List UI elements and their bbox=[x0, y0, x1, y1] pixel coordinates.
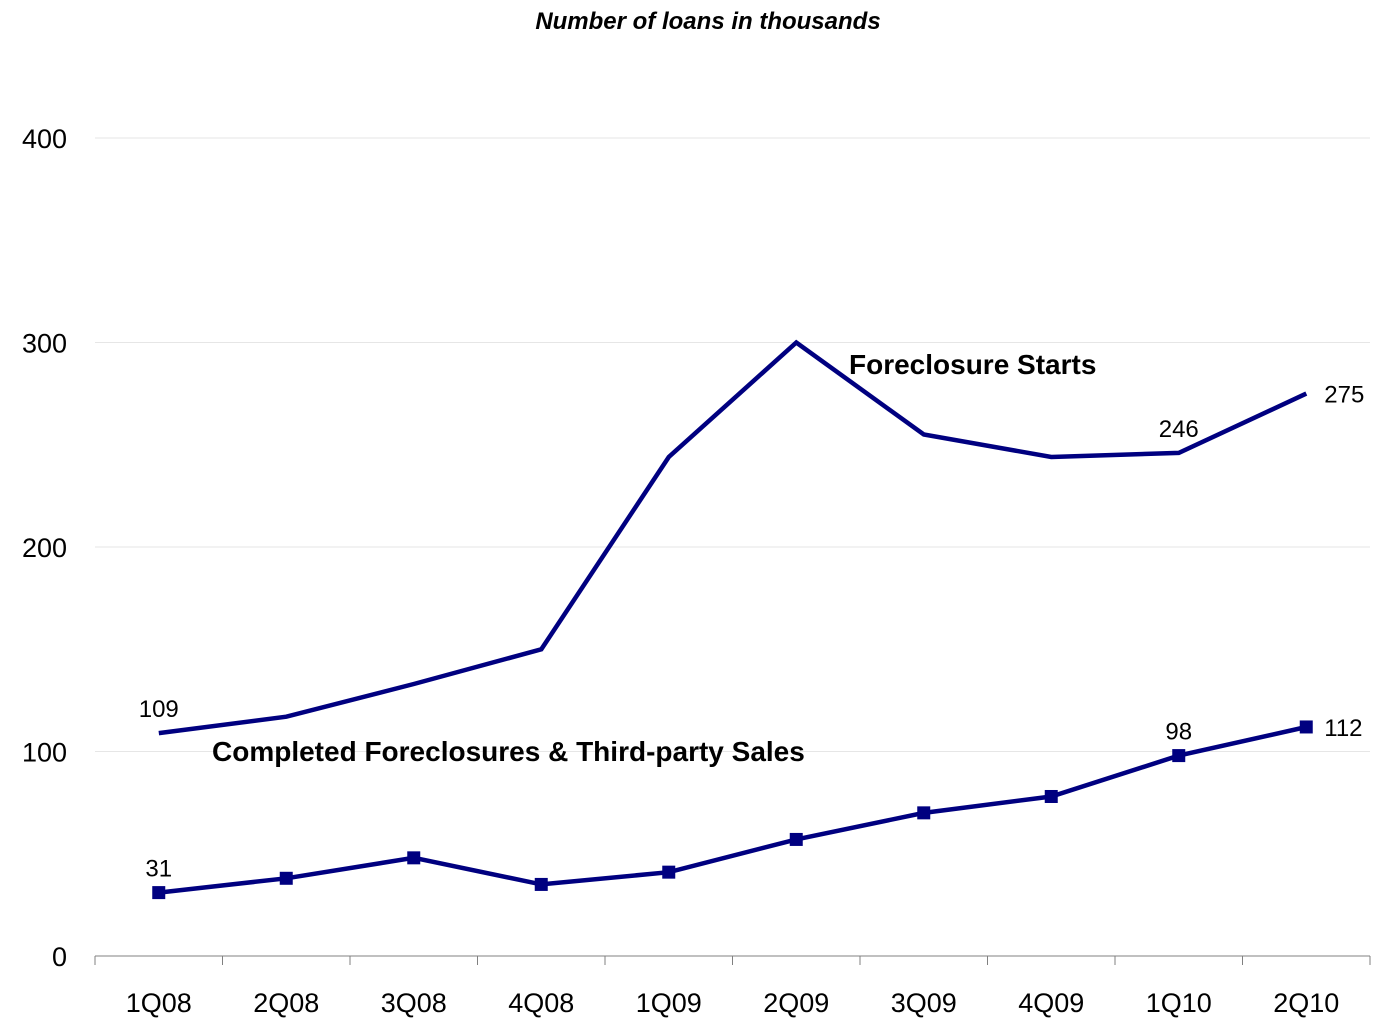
x-tick-1Q10: 1Q10 bbox=[1146, 988, 1212, 1018]
gridlines bbox=[95, 137, 1370, 752]
series-1-point-8 bbox=[1172, 749, 1186, 763]
series-lines bbox=[152, 339, 1313, 900]
series-label-foreclosure-starts: Foreclosure Starts bbox=[849, 349, 1096, 380]
chart-title: Number of loans in thousands bbox=[535, 8, 881, 35]
data-label-s1-0: 31 bbox=[145, 856, 172, 883]
x-tick-3Q09: 3Q09 bbox=[891, 988, 957, 1018]
series-1-point-1 bbox=[279, 871, 293, 885]
x-tick-2Q08: 2Q08 bbox=[253, 988, 319, 1018]
y-tick-labels: 0 100 200 300 400 bbox=[22, 124, 67, 972]
series-1-point-2 bbox=[407, 851, 421, 865]
axes bbox=[94, 955, 1371, 965]
series-1-point-0 bbox=[152, 886, 166, 900]
x-tick-1Q09: 1Q09 bbox=[636, 988, 702, 1018]
series-1-point-6 bbox=[917, 806, 931, 820]
data-label-s0-0: 109 bbox=[139, 696, 179, 723]
x-tick-4Q09: 4Q09 bbox=[1018, 988, 1084, 1018]
data-label-s0-8: 246 bbox=[1159, 416, 1199, 443]
y-tick-300: 300 bbox=[22, 329, 67, 359]
y-tick-100: 100 bbox=[22, 738, 67, 768]
x-tick-2Q09: 2Q09 bbox=[763, 988, 829, 1018]
series-line-0 bbox=[158, 339, 1308, 736]
series-1-point-5 bbox=[789, 832, 803, 846]
x-tick-labels: 1Q08 2Q08 3Q08 4Q08 1Q09 2Q09 3Q09 4Q09 1Q10 2Q10 bbox=[126, 988, 1340, 1018]
data-label-s1-8: 98 bbox=[1165, 719, 1192, 746]
series-line-1 bbox=[158, 724, 1307, 895]
data-labels: 109 246 275 31 98 112 Foreclosure Starts Comple… bbox=[139, 349, 1365, 883]
data-label-s0-9: 275 bbox=[1324, 382, 1364, 409]
x-tick-1Q08: 1Q08 bbox=[126, 988, 192, 1018]
series-1-point-4 bbox=[662, 865, 676, 879]
x-tick-3Q08: 3Q08 bbox=[381, 988, 447, 1018]
series-1-point-7 bbox=[1044, 789, 1058, 803]
x-tick-4Q08: 4Q08 bbox=[508, 988, 574, 1018]
y-tick-0: 0 bbox=[52, 942, 67, 972]
series-label-completed-foreclosures: Completed Foreclosures & Third-party Sal… bbox=[212, 736, 805, 767]
series-1-point-9 bbox=[1299, 720, 1313, 734]
series-1-point-3 bbox=[534, 877, 548, 891]
data-label-s1-9: 112 bbox=[1324, 715, 1362, 742]
y-tick-200: 200 bbox=[22, 533, 67, 563]
y-tick-400: 400 bbox=[22, 124, 67, 154]
x-tick-2Q10: 2Q10 bbox=[1273, 988, 1339, 1018]
